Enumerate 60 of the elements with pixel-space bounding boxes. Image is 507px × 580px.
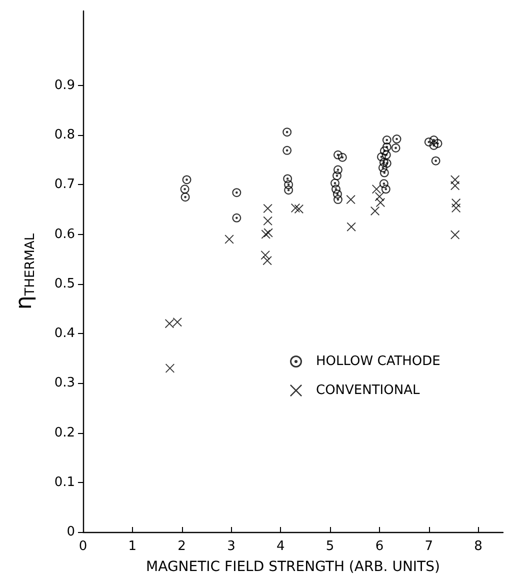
y-tick-label: 0.4 [54, 326, 75, 342]
point [182, 175, 192, 184]
point [372, 184, 382, 194]
point [284, 186, 294, 195]
y-tick-label: 0.7 [54, 177, 75, 192]
y-tick-label: 0.1 [54, 474, 75, 490]
point [164, 319, 174, 328]
point [283, 174, 292, 184]
legend-label: HOLLOW CATHODE [316, 354, 440, 369]
point [429, 140, 438, 150]
point [392, 134, 402, 144]
point [380, 168, 389, 178]
point [282, 128, 292, 137]
point [376, 198, 385, 208]
y-axis-title: ηTHERMAL [12, 232, 38, 310]
x-tick-label: 0 [78, 539, 88, 554]
x-tick-label: 7 [424, 539, 434, 554]
point [232, 213, 242, 222]
point [263, 216, 272, 226]
x-tick-label: 5 [326, 539, 334, 554]
point [333, 165, 342, 174]
point [346, 195, 356, 204]
point [330, 178, 340, 188]
point [338, 152, 347, 162]
point [224, 234, 234, 244]
y-tick-label: 0.2 [54, 425, 75, 440]
point [172, 318, 182, 327]
point [180, 184, 190, 194]
point [431, 156, 440, 166]
x-tick-label: 2 [178, 539, 186, 554]
x-tick-label: 8 [474, 539, 482, 554]
point [374, 192, 384, 202]
point [232, 188, 242, 198]
point [450, 230, 460, 240]
y-tick-label: 0.3 [54, 376, 75, 391]
x-axis-title: MAGNETIC FIELD STRENGTH (ARB. UNITS) [146, 559, 440, 575]
point [391, 143, 400, 152]
point [381, 184, 390, 194]
point [282, 146, 292, 155]
x-tick-label: 4 [276, 539, 285, 554]
point [262, 256, 272, 266]
point [332, 190, 342, 199]
point [346, 222, 356, 232]
point [452, 198, 461, 208]
point [294, 204, 304, 214]
point [370, 206, 380, 216]
y-tick-label: 0.5 [54, 276, 75, 292]
y-tick-label: 0.9 [54, 78, 75, 93]
y-tick-label: 0.8 [54, 128, 75, 143]
y-tick-label: 0 [66, 524, 75, 540]
legend-label: CONVENTIONAL [316, 383, 420, 398]
x-tick-label: 3 [227, 539, 236, 554]
point [264, 228, 273, 238]
point [452, 203, 461, 212]
point [180, 192, 190, 202]
x-tick-label: 1 [128, 539, 137, 554]
point [333, 195, 342, 204]
point [450, 181, 460, 190]
x-tick-label: 6 [375, 539, 384, 554]
y-tick-label: 0.6 [54, 226, 75, 242]
